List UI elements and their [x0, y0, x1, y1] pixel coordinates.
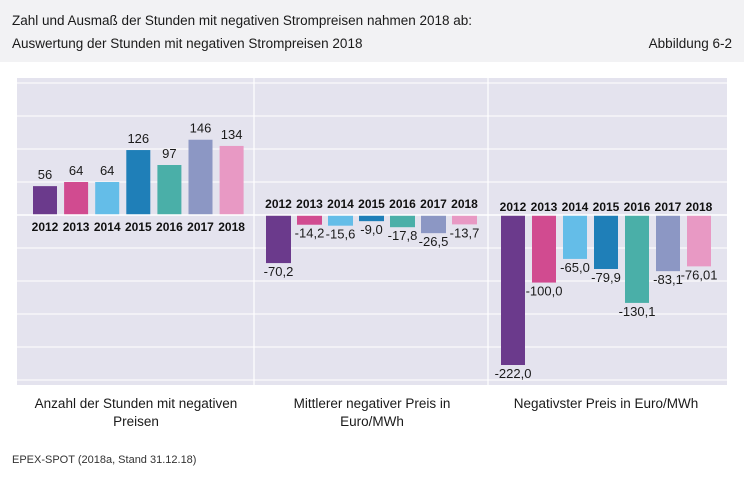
- bar: [219, 145, 244, 215]
- bar: [95, 182, 120, 215]
- data-label: -76,01: [681, 267, 718, 282]
- bar: [266, 215, 291, 264]
- tick-label: 2016: [389, 197, 416, 211]
- bar: [452, 215, 477, 225]
- data-label: 126: [127, 131, 149, 146]
- data-label: 146: [190, 121, 212, 136]
- bar: [656, 215, 680, 272]
- tick-label: 2018: [451, 197, 478, 211]
- tick-label: 2017: [420, 197, 447, 211]
- tick-label: 2015: [358, 197, 385, 211]
- tick-label: 2012: [500, 200, 527, 214]
- tick-label: 2013: [296, 197, 323, 211]
- bar: [501, 215, 525, 365]
- data-label: -15,6: [326, 227, 356, 242]
- header-divider: [0, 62, 744, 68]
- bar: [421, 215, 446, 234]
- bar: [33, 186, 57, 215]
- figure-footer: [0, 443, 744, 477]
- bar: [390, 215, 415, 228]
- bar: [328, 215, 353, 226]
- data-label: -100,0: [526, 284, 563, 299]
- tick-label: 2013: [63, 220, 90, 234]
- figure-number: Abbildung 6-2: [648, 36, 732, 51]
- tick-label: 2013: [531, 200, 558, 214]
- tick-label: 2014: [94, 220, 121, 234]
- tick-label: 2017: [655, 200, 682, 214]
- bar: [64, 182, 89, 215]
- data-label: -26,5: [419, 234, 449, 249]
- tick-label: 2017: [187, 220, 214, 234]
- tick-label: 2018: [686, 200, 713, 214]
- data-label: 64: [100, 163, 114, 178]
- group-label: Euro/MWh: [340, 414, 404, 429]
- data-label: 97: [162, 146, 176, 161]
- data-label: 56: [38, 167, 52, 182]
- group-label: Negativster Preis in Euro/MWh: [514, 396, 699, 411]
- chart-title: Zahl und Ausmaß der Stunden mit negative…: [12, 13, 473, 28]
- group-label: Preisen: [113, 414, 159, 429]
- bar: [297, 215, 322, 225]
- tick-label: 2016: [624, 200, 651, 214]
- bar: [126, 150, 151, 215]
- tick-label: 2015: [125, 220, 152, 234]
- tick-label: 2012: [265, 197, 292, 211]
- data-label: -130,1: [619, 304, 656, 319]
- bar: [359, 215, 384, 222]
- data-label: -70,2: [264, 264, 294, 279]
- data-label: -9,0: [360, 222, 382, 237]
- source-note: EPEX-SPOT (2018a, Stand 31.12.18): [12, 454, 197, 466]
- bar: [687, 215, 711, 267]
- chart-subtitle: Auswertung der Stunden mit negativen Str…: [12, 36, 363, 51]
- bar: [157, 165, 182, 215]
- tick-label: 2014: [327, 197, 354, 211]
- tick-label: 2014: [562, 200, 589, 214]
- figure-header: [0, 0, 744, 62]
- data-label: -79,9: [591, 270, 621, 285]
- tick-label: 2016: [156, 220, 183, 234]
- tick-label: 2015: [593, 200, 620, 214]
- bar: [563, 215, 587, 259]
- data-label: -17,8: [388, 228, 418, 243]
- data-label: 64: [69, 163, 83, 178]
- tick-label: 2012: [32, 220, 59, 234]
- bar: [594, 215, 618, 269]
- bar: [625, 215, 649, 303]
- tick-label: 2018: [218, 220, 245, 234]
- data-label: -83,1: [653, 272, 683, 287]
- data-label: 134: [221, 127, 243, 142]
- data-label: -65,0: [560, 260, 590, 275]
- group-label: Mittlerer negativer Preis in: [294, 396, 451, 411]
- data-label: -14,2: [295, 226, 325, 241]
- data-label: -222,0: [495, 366, 532, 381]
- data-label: -13,7: [450, 225, 480, 240]
- group-label: Anzahl der Stunden mit negativen: [35, 396, 238, 411]
- bar: [188, 139, 213, 215]
- bar: [532, 215, 556, 283]
